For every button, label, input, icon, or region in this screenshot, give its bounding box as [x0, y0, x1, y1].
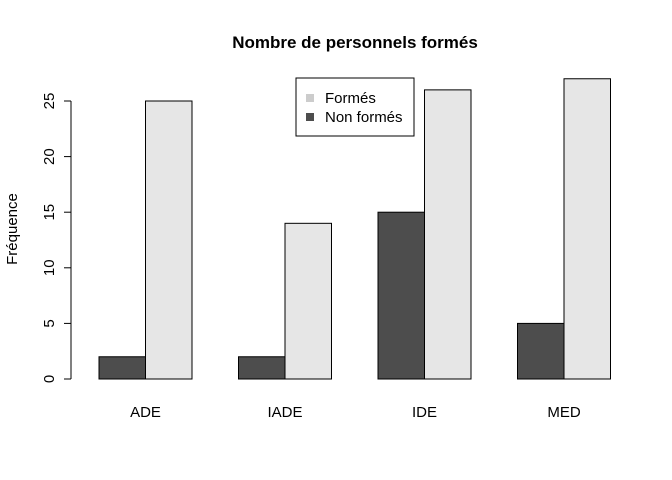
- bar-iade-formés: [284, 222, 332, 380]
- y-tick-label: 10: [41, 259, 58, 276]
- x-category-label: IDE: [412, 404, 437, 421]
- y-axis: 0 5 10 15 20 25: [41, 93, 72, 383]
- x-category-label: MED: [547, 404, 581, 421]
- y-tick-label: 15: [41, 204, 58, 221]
- bar-ade-formés: [145, 100, 193, 380]
- x-category-label: ADE: [130, 404, 161, 421]
- legend-box: [295, 77, 415, 137]
- legend-label: Non formés: [325, 109, 403, 126]
- y-axis-label: Fréquence: [4, 193, 21, 265]
- bar-med-non-formés: [517, 322, 565, 380]
- category-labels: ADE IADE IDE MED: [130, 404, 581, 421]
- legend: Formés Non formés: [295, 77, 415, 137]
- bars-group: [98, 78, 611, 380]
- x-category-label: IADE: [267, 404, 302, 421]
- legend-swatch: [306, 94, 314, 102]
- legend-swatch: [306, 113, 314, 121]
- chart-title: Nombre de personnels formés: [232, 33, 478, 52]
- y-tick-label: 20: [41, 148, 58, 165]
- y-tick-label: 5: [41, 319, 58, 327]
- bar-ide-formés: [424, 89, 472, 380]
- bar-iade-non-formés: [238, 356, 286, 380]
- y-tick-label: 0: [41, 375, 58, 383]
- bar-ade-non-formés: [98, 356, 146, 380]
- bar-med-formés: [563, 78, 611, 380]
- y-tick-label: 25: [41, 93, 58, 110]
- bar-ide-non-formés: [377, 211, 425, 380]
- legend-label: Formés: [325, 90, 376, 107]
